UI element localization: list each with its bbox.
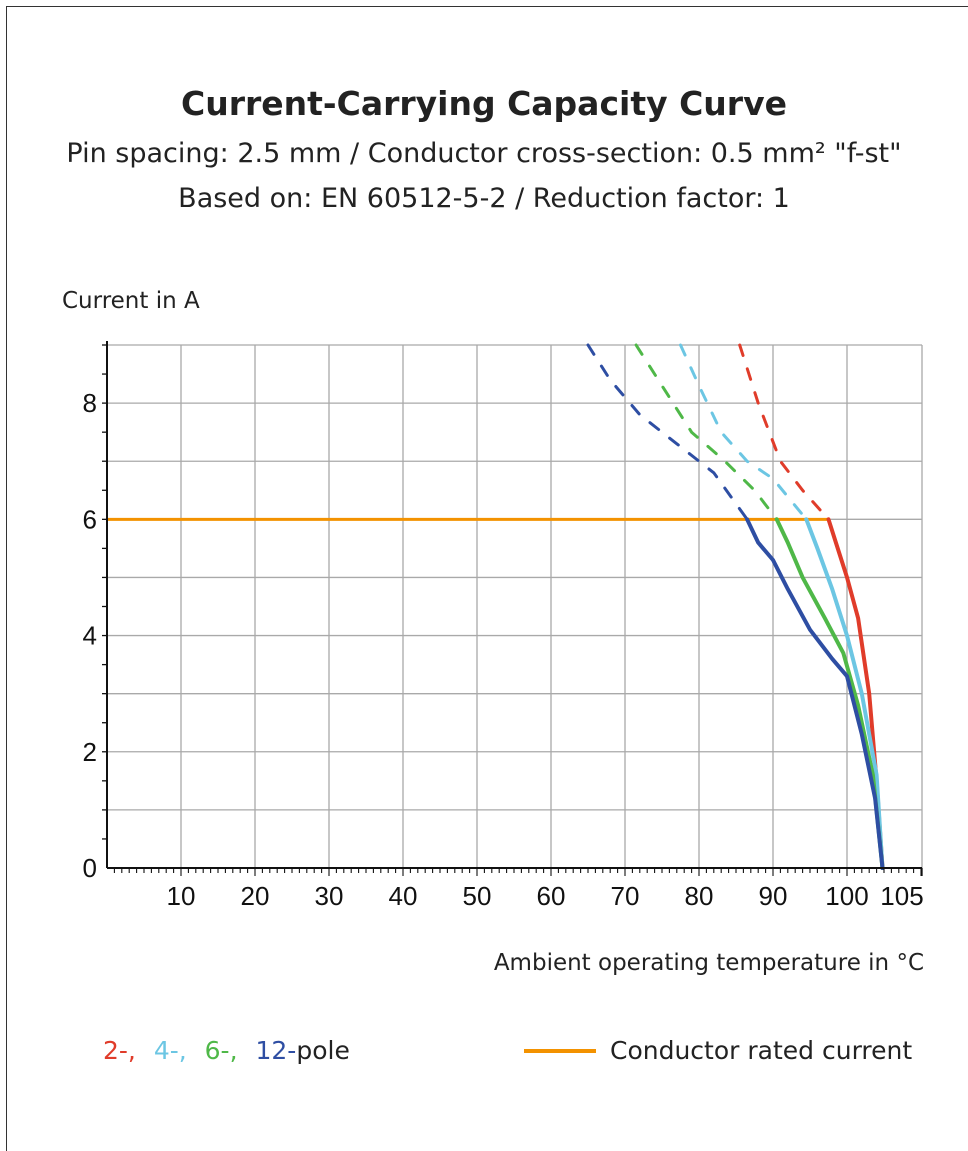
series-4-pole-dashed [679,343,808,521]
y-tick-label-2: 2 [83,737,97,767]
y-tick-label-0: 0 [83,853,97,883]
chart-subtitle-line-1: Pin spacing: 2.5 mm / Conductor cross-se… [66,138,902,169]
chart-subtitle-line-2: Based on: EN 60512-5-2 / Reduction facto… [178,183,790,214]
x-tick-label-70: 70 [611,881,640,911]
x-tick-label-10: 10 [167,881,196,911]
x-tick-label-30: 30 [315,881,344,911]
legend-pole-2: 2-, [103,1036,136,1065]
x-axis-label: Ambient operating temperature in °C [493,950,924,976]
x-tick-label-50: 50 [463,881,492,911]
grid [107,344,923,868]
x-tick-label-20: 20 [241,881,270,911]
series-6-pole-line [774,517,885,870]
legend-pole-suffix: pole [296,1036,350,1065]
x-tick-label-80: 80 [685,881,714,911]
x-tick-label-100: 100 [825,881,868,911]
legend-pole-12: 12- [255,1036,297,1065]
figure-frame [6,6,968,1151]
x-tick-label-105: 105 [880,881,923,911]
y-tick-label-6: 6 [83,504,97,534]
tick-labels: 0 2 4 6 8 10 20 30 40 50 60 70 80 90 100 105 [83,388,924,911]
series-12-pole-line [745,517,885,870]
y-axis-label: Current in A [62,288,200,314]
legend-rated-label: Conductor rated current [610,1036,913,1065]
series-12-pole-dashed [586,343,749,521]
legend-pole-6: 6-, [204,1036,238,1065]
series-6-pole-dashed [634,343,779,521]
y-tick-label-8: 8 [83,388,97,418]
legend-pole-4: 4-, [153,1036,187,1065]
x-tick-label-40: 40 [389,881,418,911]
series-layer [586,343,885,870]
series-4-pole-line [804,517,885,870]
axes [102,341,923,876]
x-tick-label-60: 60 [537,881,566,911]
x-tick-label-90: 90 [759,881,788,911]
y-tick-label-4: 4 [83,621,97,651]
chart-title: Current-Carrying Capacity Curve [181,84,787,123]
legend-poles: 2-, 4-, 6-, 12-pole [103,1036,350,1065]
legend-rated-swatch [524,1048,596,1053]
legend-rated-current: Conductor rated current [524,1036,912,1065]
